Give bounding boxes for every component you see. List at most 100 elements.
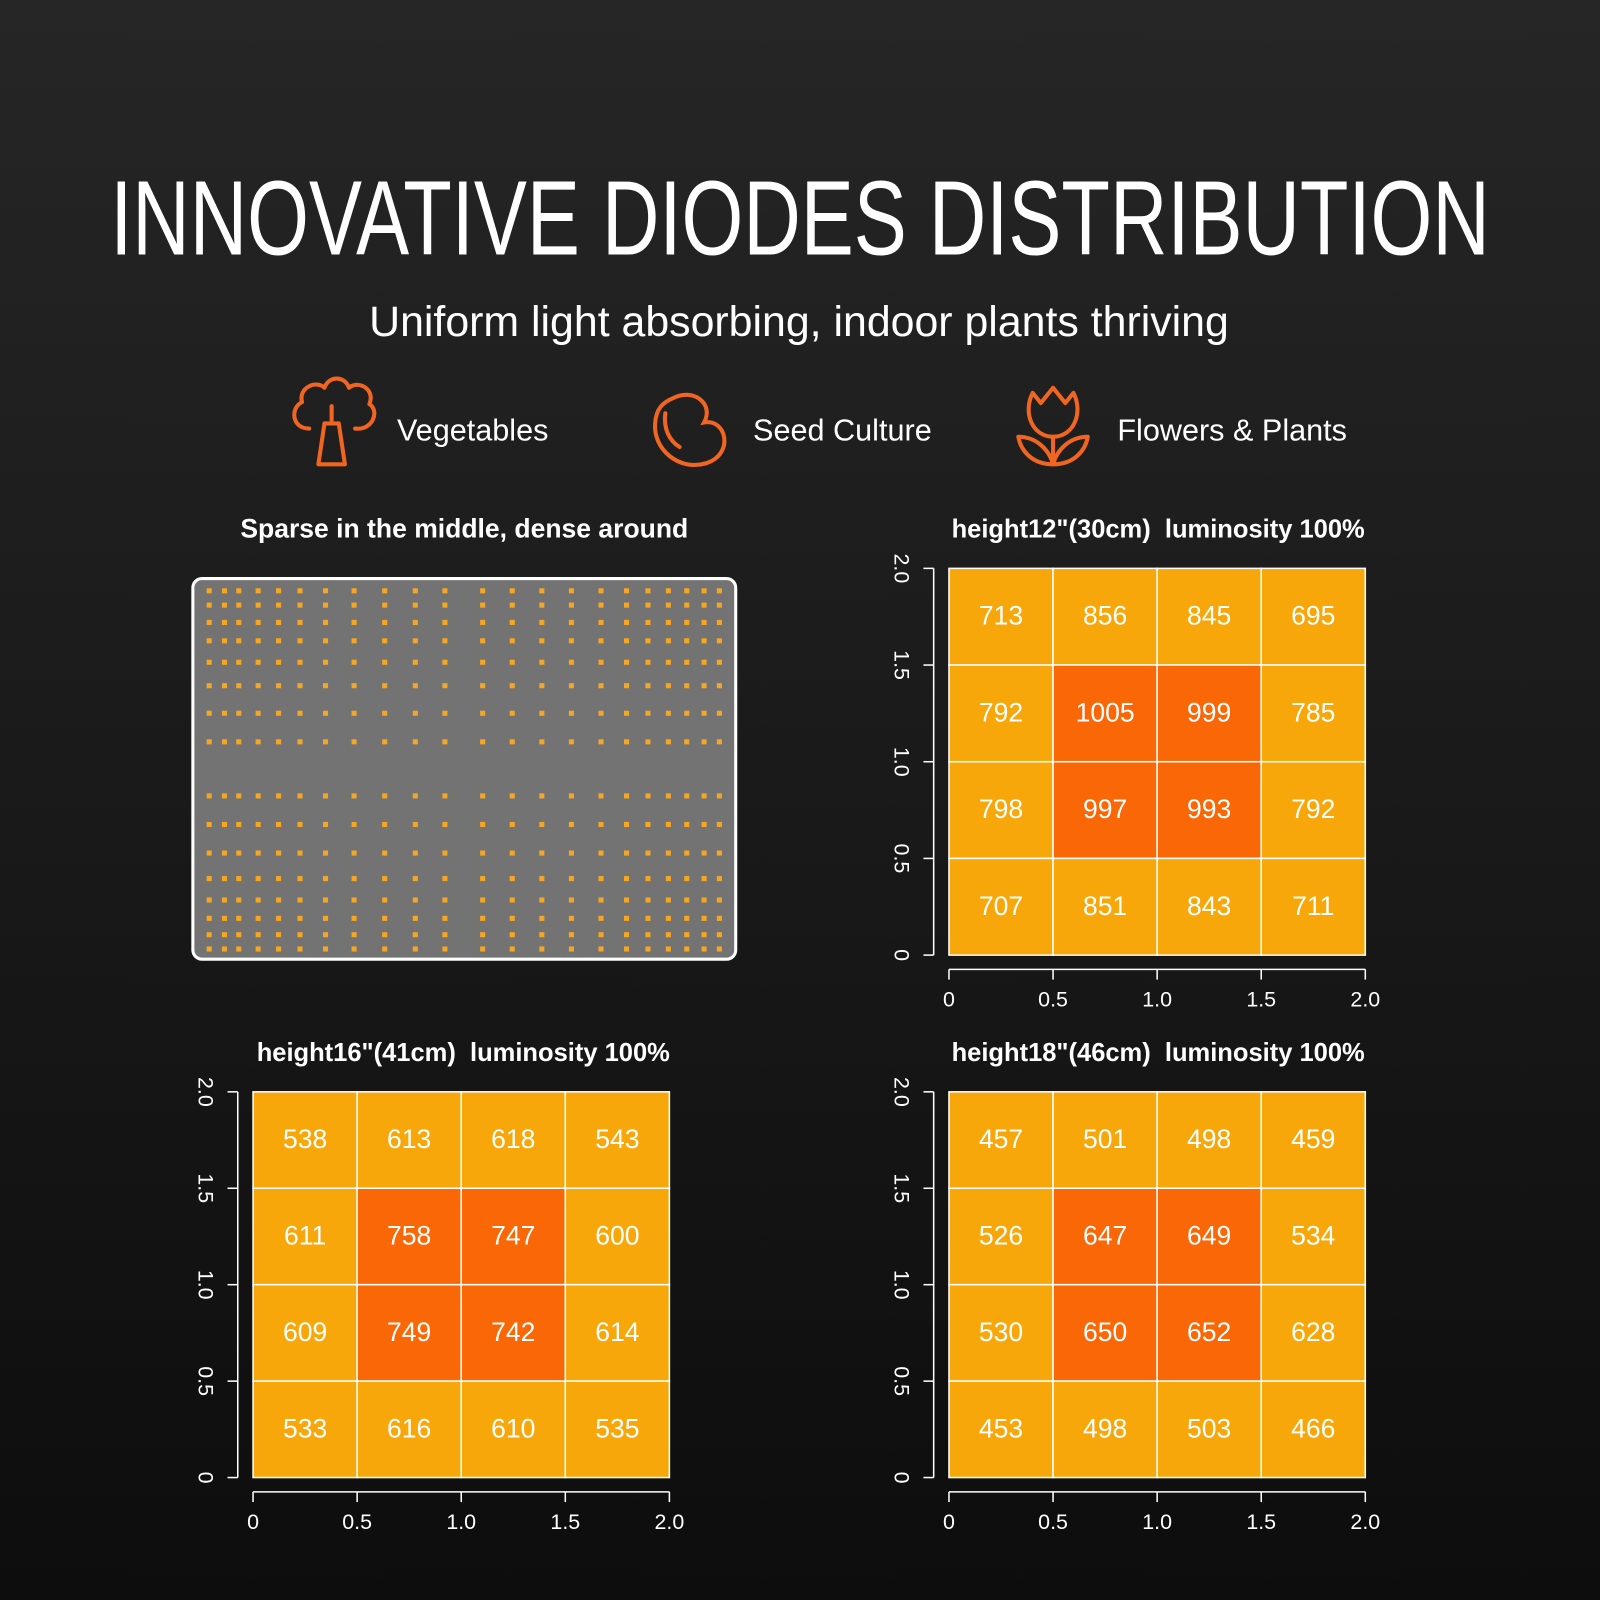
diode [206,932,212,938]
diode [684,821,690,828]
cell-label: 798 [979,794,1023,824]
cell-label: 997 [1083,794,1127,824]
diode [322,683,329,689]
diode [322,602,329,608]
diode [442,588,448,594]
diode [684,850,690,856]
diode [623,638,630,644]
diode [221,683,228,689]
diode [442,739,448,745]
diode [297,932,303,938]
diode [351,915,357,921]
cell-label: 792 [1291,794,1335,824]
diode [255,876,261,882]
diode [645,932,651,938]
diode [351,850,357,856]
diode [623,588,630,594]
diode [701,659,707,665]
cell-label: 711 [1292,891,1334,921]
diode [623,619,630,625]
diode [701,710,707,716]
heatmap-cell [460,1091,567,1190]
diode [645,915,651,921]
diode [701,821,707,828]
cell-label: 650 [1083,1317,1127,1347]
heatmap-cell [948,1380,1054,1479]
diode [598,683,604,689]
cell-label: 498 [1083,1413,1127,1443]
diode [255,602,261,608]
diode [351,638,357,644]
diode [480,619,486,625]
diode [255,659,261,665]
diode [442,915,448,921]
heatmap-cell [1156,1283,1262,1382]
diode [645,588,651,594]
diode [539,915,545,921]
diode [412,659,418,665]
heatmap-cell [1052,664,1158,763]
diode [665,588,671,594]
diode [480,946,486,952]
diode [276,619,282,625]
diode [665,876,671,882]
diode [716,710,722,716]
diode [351,739,357,745]
diode [716,821,722,828]
diode [509,915,515,921]
diode [568,876,574,882]
diode [701,915,707,921]
diode [539,876,545,882]
x-tick-label: 2.0 [655,1510,685,1534]
diode [509,821,515,828]
diode [598,946,604,952]
diode [236,876,242,882]
diode [322,793,329,799]
diode [480,793,486,799]
diode [255,850,261,856]
diode [351,588,357,594]
diode [509,638,515,644]
diode [255,793,261,799]
diode [701,683,707,689]
cell-label: 466 [1291,1413,1335,1443]
diode [598,602,604,608]
cell-label: 498 [1187,1124,1231,1154]
y-tick-label: 0 [889,1472,913,1484]
diode [255,739,261,745]
diode [623,739,630,745]
diode [701,602,707,608]
diode [255,946,261,952]
diode [701,932,707,938]
diode [382,850,388,856]
cell-label: 758 [387,1221,431,1251]
diode [442,683,448,689]
page-title: INNOVATIVE DIODES DISTRIBUTION [110,160,1490,278]
diode [322,850,329,856]
diode [716,932,722,938]
diode [598,897,604,903]
diode [684,739,690,745]
diode [716,876,722,882]
x-tick-label: 0.5 [1038,1510,1068,1534]
diode [665,821,671,828]
diode [236,897,242,903]
diode [568,659,574,665]
diode [509,588,515,594]
y-tick-label: 0 [193,1472,217,1484]
diode [206,850,212,856]
diode [206,739,212,745]
diode [509,619,515,625]
diode-panel [191,577,738,961]
diode [684,946,690,952]
diode [412,850,418,856]
diode [701,739,707,745]
diode [351,659,357,665]
vegetables-icon [292,376,377,467]
chart-title: height18"(46cm) luminosity 100% [952,1039,1365,1067]
diode [509,946,515,952]
use-label: Flowers & Plants [1117,414,1347,448]
panel-title: Sparse in the middle, dense around [240,514,688,544]
diode [645,876,651,882]
diode [645,793,651,799]
